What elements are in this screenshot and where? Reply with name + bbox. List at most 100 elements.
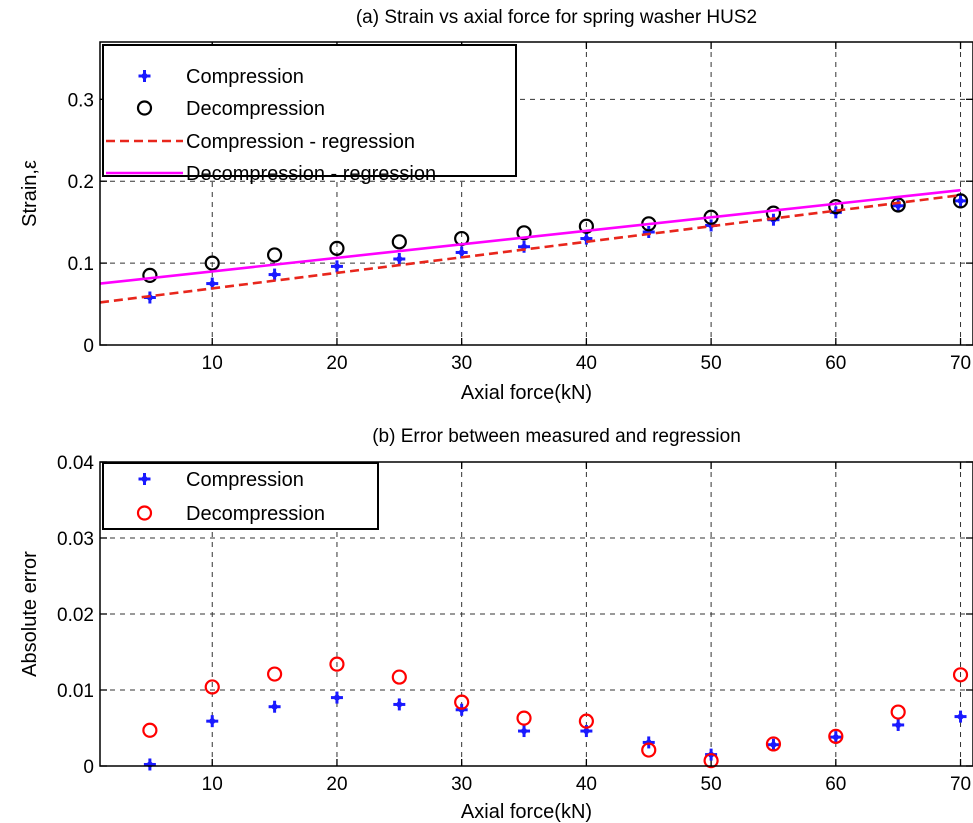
panel-a-legend-entry-1: Decompression: [136, 98, 325, 120]
panel-b-series-1-point-6: [516, 710, 532, 726]
panel-b-xtick-label-0: 10: [202, 774, 223, 795]
panel-a-series-1-point-4: [391, 234, 407, 250]
panel-a-series-0-point-3-core: [333, 263, 340, 270]
panel-b-series-0-point-1: [206, 715, 219, 728]
panel-b-title: (b) Error between measured and regressio…: [372, 426, 741, 447]
panel-b-legend-entry-0-label: Compression: [186, 469, 304, 491]
panel-a-legend-entry-1-label: Decompression: [186, 98, 325, 120]
panel-b-legend-entry-1-symbol: [136, 505, 153, 521]
panel-b-series-0-point-2-core: [271, 703, 278, 710]
panel-b-xtick-label-4: 50: [701, 774, 722, 795]
panel-a-series-3: [99, 188, 961, 285]
panel-a-legend-entry-2-label: Compression - regression: [186, 131, 415, 153]
panel-a-xtick-label-4: 50: [701, 353, 722, 374]
panel-b-legend-entry-0: Compression: [138, 469, 304, 491]
panel-a-series-1-point-13: [952, 193, 969, 209]
panel-b-series-1-point-13: [952, 667, 969, 683]
panel-b-series-1-point-2: [267, 666, 283, 682]
panel-b-series-0-point-12: [892, 718, 905, 731]
panel-b-series-1-point-3: [329, 656, 345, 672]
panel-a-series-0-point-4: [393, 253, 406, 266]
panel-b-series-1-point-12: [890, 704, 906, 720]
panel-b-legend-entry-1-label: Decompression: [186, 503, 325, 525]
panel-b-series-0-point-10: [767, 738, 780, 751]
panel-b-series-0-point-11: [829, 731, 842, 744]
panel-a-xtick-label-0: 10: [202, 353, 223, 374]
panel-b-series-0-point-3: [330, 691, 343, 704]
panel-a-series-0-point-1-core: [209, 280, 216, 287]
panel-b-xtick-label-1: 20: [326, 774, 347, 795]
panel-a-ytick-label-3: 0.3: [68, 90, 94, 111]
panel-a-legend-entry-1-symbol: [136, 100, 153, 116]
panel-b-ytick-label-4: 0.04: [57, 453, 94, 474]
panel-a-legend-entry-0-symbol: [138, 70, 151, 82]
panel-a-legend-entry-3: Decompression - regression: [106, 163, 436, 185]
panel-a-legend-entry-0-symbol-core: [141, 73, 148, 79]
panel-a-legend: Compression Decompression Compression - re…: [102, 44, 517, 185]
panel-b-series-1: [142, 656, 969, 769]
panel-a: (a) Strain vs axial force for spring was…: [19, 7, 973, 404]
panel-a-xtick-label-1: 20: [326, 353, 347, 374]
panel-b-series-1-point-7: [578, 713, 594, 729]
panel-b-ytick-label-1: 0.01: [57, 681, 94, 702]
panel-b-legend-entry-0-symbol: [138, 473, 151, 485]
panel-b-series-1-point-5: [454, 694, 470, 710]
panel-b-ytick-label-0: 0: [83, 757, 94, 778]
panel-a-legend-entry-0-label: Compression: [186, 66, 304, 88]
panel-b-xtick-label-2: 30: [451, 774, 472, 795]
panel-a-legend-box: [102, 44, 517, 177]
panel-a-series-1-point-3: [329, 240, 345, 256]
panel-b-series-0-point-6: [518, 725, 531, 738]
panel-b-series-0-point-3-core: [333, 694, 340, 701]
panel-a-title: (a) Strain vs axial force for spring was…: [356, 7, 757, 28]
panel-b-series-0-point-6-core: [521, 728, 528, 735]
panel-b-series-1-point-8: [641, 742, 657, 758]
panel-a-xtick-label-2: 30: [451, 353, 472, 374]
panel-b-ytick-label-2: 0.02: [57, 605, 94, 626]
panel-b-xtick-label-3: 40: [576, 774, 597, 795]
panel-b-series-0-point-12-core: [895, 721, 902, 728]
panel-a-xtick-label-3: 40: [576, 353, 597, 374]
panel-a-series-0-point-4-core: [396, 256, 403, 263]
panel-b-series-1-point-4: [391, 669, 407, 685]
panel-a-series-1: [142, 193, 969, 283]
panel-b-series-1-point-0: [142, 722, 158, 738]
panel-a-xtick-label-5: 60: [825, 353, 846, 374]
panel-b-series-0-point-7-core: [583, 728, 590, 735]
panel-b-series-1-point-1: [204, 679, 220, 695]
panel-a-legend-entry-3-label: Decompression - regression: [186, 163, 436, 185]
panel-a-series-0-point-13-core: [957, 197, 964, 204]
panel-a-series-1-point-11: [828, 199, 844, 215]
panel-b: (b) Error between measured and regressio…: [19, 426, 973, 823]
panel-b-legend-entry-0-symbol-core: [141, 476, 148, 482]
panel-a-ytick-label-2: 0.2: [68, 172, 94, 193]
panel-b-series-0-point-1-core: [209, 718, 216, 725]
panel-a-series-2: [99, 193, 961, 304]
panel-b-series-1-point-10: [765, 736, 782, 752]
panel-a-series-0-point-7-core: [583, 235, 590, 242]
panel-b-series-0-point-4: [393, 698, 406, 711]
panel-a-series-1-point-12: [890, 197, 906, 213]
panel-a-ytick-label-0: 0: [83, 336, 94, 357]
panel-a-series-0-point-5-core: [458, 249, 465, 256]
panel-b-series-1-point-11: [828, 728, 844, 744]
panel-b-xtick-label-6: 70: [950, 774, 971, 795]
panel-a-series-1-point-7: [578, 218, 594, 234]
panel-a-series-1-point-0: [142, 267, 158, 283]
panel-a-series-0-point-2-core: [271, 271, 278, 278]
panel-a-series-1-point-6: [516, 225, 532, 241]
panel-b-series-0-point-13: [954, 710, 967, 723]
panel-a-series-3-line: [99, 188, 961, 285]
panel-b-series-0-point-2: [268, 700, 281, 713]
panel-a-frame: [99, 41, 973, 346]
panel-a-series-1-point-1: [204, 255, 220, 271]
panel-a-legend-entry-2: Compression - regression: [106, 131, 415, 153]
panel-b-series-0-point-7: [580, 725, 593, 738]
panel-b-xlabel: Axial force(kN): [461, 801, 592, 823]
panel-a-series-2-line: [99, 193, 961, 304]
panel-a-xtick-label-6: 70: [950, 353, 971, 374]
panel-b-series-1-point-9: [703, 753, 719, 769]
panel-b-legend-entry-1: Decompression: [136, 503, 325, 525]
panel-a-xlabel: Axial force(kN): [461, 382, 592, 404]
